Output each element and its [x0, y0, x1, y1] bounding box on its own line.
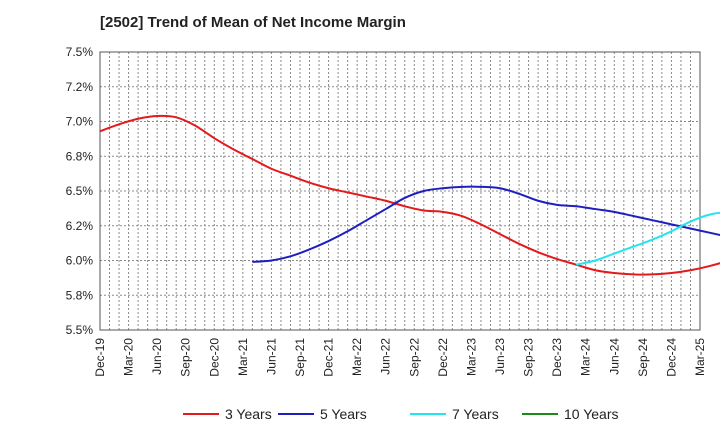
- x-tick-label: Dec-19: [93, 338, 107, 377]
- y-tick-label: 6.8%: [66, 149, 94, 163]
- grid-layer: [100, 52, 700, 330]
- y-axis-ticks: 7.5% 7.2% 7.0% 6.8% 6.5% 6.2% 6.0% 5.8% 5.5%: [66, 45, 94, 337]
- x-tick-label: Mar-24: [579, 338, 593, 376]
- y-tick-label: 6.5%: [66, 184, 94, 198]
- x-tick-label: Jun-20: [150, 338, 164, 375]
- x-tick-label: Dec-23: [550, 338, 564, 377]
- x-tick-label: Dec-24: [664, 338, 678, 377]
- x-tick-label: Jun-22: [379, 338, 393, 375]
- x-tick-label: Jun-23: [493, 338, 507, 375]
- x-tick-label: Mar-25: [693, 338, 707, 376]
- series-lines: [99, 114, 720, 276]
- series-line-1: [99, 114, 720, 276]
- x-tick-label: Dec-21: [322, 338, 336, 377]
- y-tick-label: 7.2%: [66, 80, 94, 94]
- x-axis-ticks: Dec-19 Mar-20 Jun-20 Sep-20 Dec-20 Mar-21 Jun-…: [93, 338, 707, 377]
- series-line-3: [575, 211, 720, 266]
- y-tick-label: 5.5%: [66, 323, 94, 337]
- x-tick-label: Jun-21: [264, 338, 278, 375]
- x-tick-label: Sep-22: [407, 338, 421, 377]
- legend-label: 7 Years: [452, 406, 499, 422]
- series-line-2: [252, 185, 720, 263]
- x-tick-label: Sep-23: [522, 338, 536, 377]
- legend: 3 Years 5 Years 7 Years 10 Years: [183, 406, 619, 422]
- y-tick-label: 6.0%: [66, 254, 94, 268]
- x-tick-label: Sep-24: [636, 338, 650, 377]
- y-tick-label: 6.2%: [66, 219, 94, 233]
- legend-label: 10 Years: [564, 406, 619, 422]
- x-tick-label: Sep-21: [293, 338, 307, 377]
- x-tick-label: Dec-22: [436, 338, 450, 377]
- x-tick-label: Mar-22: [350, 338, 364, 376]
- y-tick-label: 7.5%: [66, 45, 94, 59]
- plot-area-frame: [99, 51, 701, 331]
- x-tick-label: Jun-24: [607, 338, 621, 375]
- y-tick-label: 7.0%: [66, 115, 94, 129]
- x-tick-label: Mar-20: [122, 338, 136, 376]
- chart-title: [2502] Trend of Mean of Net Income Margi…: [100, 14, 406, 31]
- y-tick-label: 5.8%: [66, 288, 94, 302]
- x-tick-label: Sep-20: [179, 338, 193, 377]
- legend-label: 5 Years: [320, 406, 367, 422]
- x-tick-label: Mar-23: [464, 338, 478, 376]
- legend-label: 3 Years: [225, 406, 272, 422]
- x-tick-label: Dec-20: [207, 338, 221, 377]
- x-tick-label: Mar-21: [236, 338, 250, 376]
